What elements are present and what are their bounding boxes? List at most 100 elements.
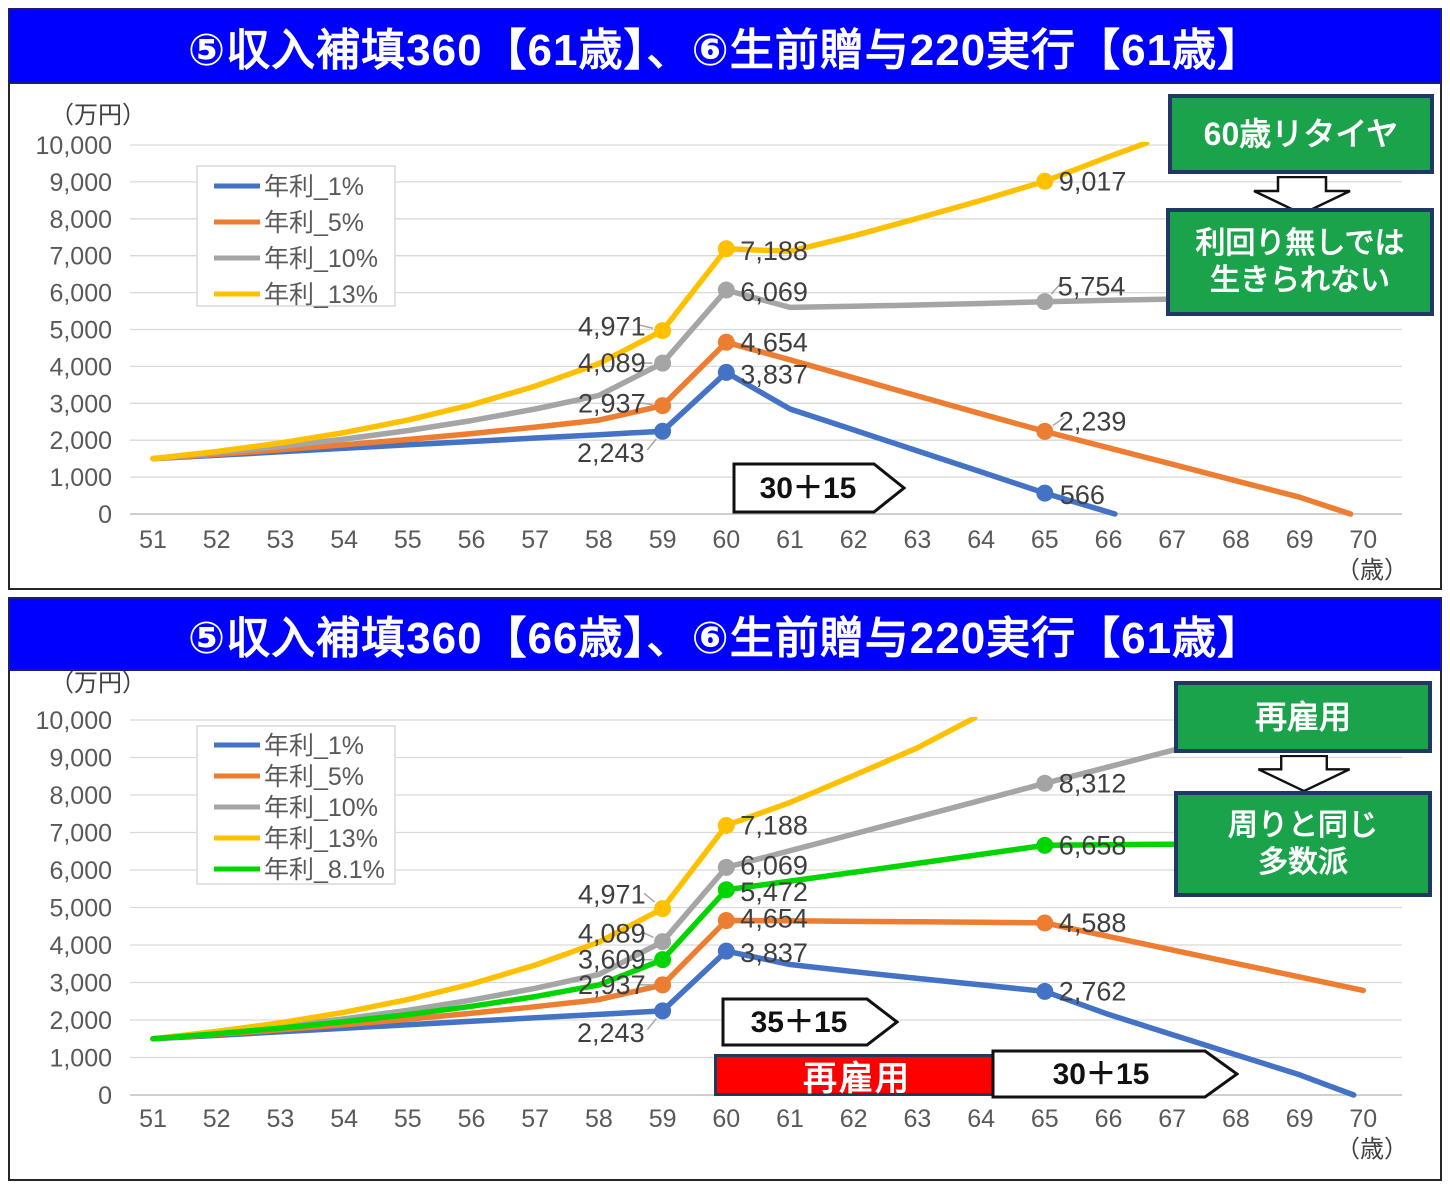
data-label: 7,188 <box>740 236 808 266</box>
x-axis-unit: （歳） <box>1336 1136 1408 1163</box>
data-label: 6,658 <box>1059 830 1127 860</box>
x-tick-label: 63 <box>903 526 931 554</box>
callout-rehire: 再雇用 <box>1174 681 1432 753</box>
legend-label: 年利_10% <box>264 794 378 822</box>
y-axis-unit: （万円） <box>50 102 146 129</box>
series-line-年利_13% <box>150 717 978 1042</box>
data-label: 2,239 <box>1059 406 1127 436</box>
x-tick-label: 67 <box>1158 1105 1186 1133</box>
label-leader <box>646 438 657 451</box>
y-tick-label: 5,000 <box>49 895 112 923</box>
y-tick-label: 10,000 <box>36 707 112 735</box>
data-label: 4,089 <box>578 348 646 378</box>
legend-label: 年利_5% <box>264 763 364 791</box>
y-tick-label: 4,000 <box>49 932 112 960</box>
y-tick-label: 5,000 <box>49 317 112 345</box>
data-label: 6,069 <box>740 850 808 880</box>
data-point-marker <box>1036 293 1054 311</box>
series-line-年利_5% <box>150 917 1367 1042</box>
pentagon-35-15: 35＋15 <box>721 997 899 1047</box>
data-label: 6,069 <box>740 277 808 307</box>
x-tick-label: 69 <box>1286 1105 1314 1133</box>
pentagon-30-15-bottom: 30＋15 <box>991 1049 1239 1099</box>
y-tick-label: 9,000 <box>49 745 112 773</box>
y-tick-label: 7,000 <box>49 243 112 271</box>
data-label: 4,588 <box>1059 908 1127 938</box>
callout-majority: 周りと同じ 多数派 <box>1174 791 1432 897</box>
legend-label: 年利_10% <box>264 245 378 273</box>
data-label: 5,472 <box>740 877 808 907</box>
data-label: 3,837 <box>740 359 808 389</box>
callout-rehire-text: 再雇用 <box>1254 699 1351 735</box>
data-label: 4,089 <box>578 919 646 949</box>
y-axis-unit: （万円） <box>50 670 146 697</box>
x-tick-label: 56 <box>458 1105 486 1133</box>
data-label: 4,654 <box>740 327 808 357</box>
y-tick-label: 8,000 <box>49 206 112 234</box>
series-line-年利_5% <box>150 339 1354 517</box>
x-tick-label: 53 <box>266 1105 294 1133</box>
x-tick-label: 65 <box>1031 526 1059 554</box>
x-tick-label: 52 <box>203 526 231 554</box>
data-point-marker <box>717 858 735 876</box>
panel-top: ⑤収入補填360【61歳】、⑥生前贈与220実行【61歳】 0 1,000 2,00… <box>8 8 1442 590</box>
pentagon-35-15-label: 35＋15 <box>751 1006 848 1039</box>
label-leader <box>1050 283 1062 295</box>
label-leader <box>1052 416 1065 427</box>
x-tick-label: 55 <box>394 1105 422 1133</box>
pentagon-30-15-top: 30＋15 <box>732 462 906 514</box>
x-tick-label: 56 <box>458 526 486 554</box>
data-label: 4,971 <box>578 880 646 910</box>
y-tick-label: 4,000 <box>49 353 112 381</box>
series-line-年利_1% <box>150 948 1357 1098</box>
data-point-marker <box>1036 982 1054 1000</box>
pentagon-30-15-top-label: 30＋15 <box>760 472 857 505</box>
x-tick-label: 57 <box>521 1105 549 1133</box>
data-point-marker <box>654 1002 672 1020</box>
data-point-marker <box>1036 914 1054 932</box>
data-label: 4,971 <box>578 312 646 342</box>
data-label: 2,762 <box>1059 976 1127 1006</box>
callout-no-yield: 利回り無しでは 生きられない <box>1166 208 1434 316</box>
legend-box <box>196 165 396 307</box>
x-tick-label: 66 <box>1095 526 1123 554</box>
series-line-年利_8.1% <box>150 840 1367 1042</box>
x-tick-label: 51 <box>139 1105 167 1133</box>
rehire-red-banner-text: 再雇用 <box>803 1059 911 1098</box>
data-label: 3,837 <box>740 938 808 968</box>
y-tick-label: 6,000 <box>49 280 112 308</box>
label-leader <box>646 1018 657 1030</box>
callout-majority-line2: 多数派 <box>1258 846 1348 879</box>
y-tick-label: 1,000 <box>49 1045 112 1073</box>
y-tick-label: 0 <box>98 501 112 529</box>
x-tick-label: 58 <box>585 1105 613 1133</box>
data-label: 9,017 <box>1059 166 1127 196</box>
callout-retire-60-text: 60歳リタイヤ <box>1203 116 1399 152</box>
legend-label: 年利_5% <box>264 209 364 237</box>
panel-bottom-title: ⑤収入補填360【66歳】、⑥生前贈与220実行【61歳】 <box>8 597 1442 671</box>
y-tick-label: 10,000 <box>36 132 112 160</box>
label-leader <box>639 324 654 330</box>
x-tick-label: 59 <box>649 1105 677 1133</box>
data-label: 2,243 <box>577 1018 645 1048</box>
data-point-marker <box>717 816 735 834</box>
data-label: 2,243 <box>577 438 645 468</box>
rehire-red-banner: 再雇用 <box>714 1054 1000 1098</box>
x-tick-label: 58 <box>585 526 613 554</box>
data-point-marker <box>717 363 735 381</box>
legend-label: 年利_1% <box>264 732 364 760</box>
data-point-marker <box>654 322 672 340</box>
legend-label: 年利_1% <box>264 173 364 201</box>
data-point-marker <box>1036 774 1054 792</box>
x-tick-label: 59 <box>649 526 677 554</box>
x-tick-label: 69 <box>1286 526 1314 554</box>
x-tick-label: 65 <box>1031 1105 1059 1133</box>
data-point-marker <box>654 933 672 951</box>
data-point-marker <box>717 911 735 929</box>
data-point-marker <box>654 976 672 994</box>
x-tick-label: 62 <box>840 1105 868 1133</box>
data-point-marker <box>1036 836 1054 854</box>
y-tick-label: 7,000 <box>49 820 112 848</box>
data-label: 2,937 <box>578 389 646 419</box>
x-tick-label: 61 <box>776 1105 804 1133</box>
